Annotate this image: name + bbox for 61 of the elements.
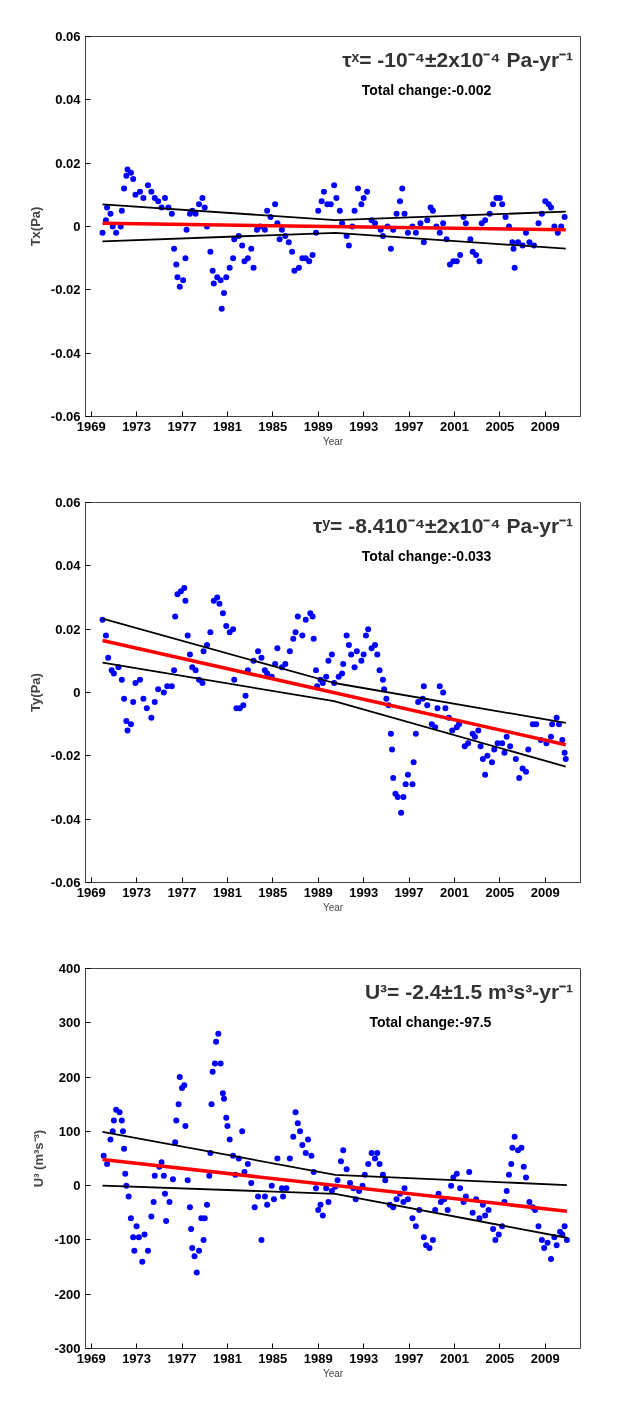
x-tick-label: 2001 (440, 1350, 469, 1366)
annotation: U³= -2.4±1.5 m³s³-yr⁻¹ (364, 979, 574, 1003)
y-tick-label: 0.04 (55, 92, 82, 108)
x-tick-label: 1981 (212, 1350, 242, 1366)
x-tick-label: 2009 (530, 1350, 560, 1366)
x-tick-label: 1977 (167, 1350, 197, 1366)
y-tick-label: 0 (73, 1178, 81, 1194)
x-tick-label: 1973 (122, 884, 152, 900)
y-tick-label: 0.04 (55, 558, 82, 574)
x-tick-label: 1997 (394, 1350, 424, 1366)
x-tick-label: 1977 (167, 884, 197, 900)
x-axis-title: Year (322, 435, 344, 447)
x-tick-label: 2005 (485, 418, 515, 434)
y-tick-label: -0.02 (50, 282, 81, 298)
x-tick-label: 1997 (394, 418, 424, 434)
annotation: Total change:-0.002 (361, 81, 492, 98)
x-tick-label: 1989 (303, 884, 333, 900)
y-tick-label: -200 (54, 1286, 81, 1302)
x-tick-label: 1973 (122, 1350, 152, 1366)
y-tick-label: -0.02 (50, 748, 81, 764)
x-tick-label: 1981 (212, 418, 242, 434)
y-axis-title: U³ (m³s⁻³) (31, 1129, 47, 1188)
y-axis-title: Ty(Pa) (27, 673, 43, 712)
y-tick-label: 0.02 (55, 155, 81, 171)
x-tick-label: 1997 (394, 884, 424, 900)
annotation: Total change:-0.033 (361, 547, 492, 564)
x-tick-label: 1989 (303, 418, 333, 434)
x-tick-label: 1993 (349, 418, 379, 434)
y-tick-label: 0.06 (55, 495, 81, 510)
x-tick-label: 1993 (349, 884, 379, 900)
x-tick-label: 1993 (349, 1350, 379, 1366)
x-tick-label: 2009 (530, 418, 560, 434)
x-tick-label: 1977 (167, 418, 197, 434)
y-tick-label: 200 (58, 1069, 81, 1085)
y-axis-title: Tx(Pa) (27, 206, 43, 247)
x-tick-label: 2005 (485, 884, 515, 900)
x-axis-title: Year (322, 1367, 344, 1379)
annotation: τˣ= -10⁻⁴±2x10⁻⁴ Pa-yr⁻¹ (342, 47, 574, 71)
annotation: Total change:-97.5 (369, 1013, 492, 1030)
y-tick-label: 0 (73, 219, 81, 234)
x-tick-label: 1985 (258, 418, 288, 434)
x-tick-label: 1985 (258, 884, 288, 900)
x-axis-title: Year (322, 901, 344, 913)
x-tick-label: 2009 (530, 884, 560, 900)
y-tick-label: 100 (58, 1123, 81, 1139)
y-tick-label: 300 (58, 1015, 81, 1031)
y-tick-label: 0.02 (55, 621, 81, 637)
annotation: τʸ= -8.410⁻⁴±2x10⁻⁴ Pa-yr⁻¹ (313, 513, 574, 537)
y-tick-label: -0.04 (50, 345, 82, 361)
x-tick-label: 1985 (258, 1350, 288, 1366)
y-tick-label: 400 (58, 961, 81, 976)
x-tick-label: 2001 (440, 884, 469, 900)
y-tick-label: 0.06 (55, 29, 81, 44)
y-tick-label: 0 (73, 685, 81, 700)
x-tick-label: 1989 (303, 1350, 333, 1366)
y-tick-label: -0.04 (50, 811, 82, 827)
x-tick-label: 1981 (212, 884, 242, 900)
x-tick-label: 2005 (485, 1350, 515, 1366)
y-tick-label: -100 (54, 1232, 81, 1248)
x-tick-label: 1973 (122, 418, 152, 434)
x-tick-label: 2001 (440, 418, 469, 434)
